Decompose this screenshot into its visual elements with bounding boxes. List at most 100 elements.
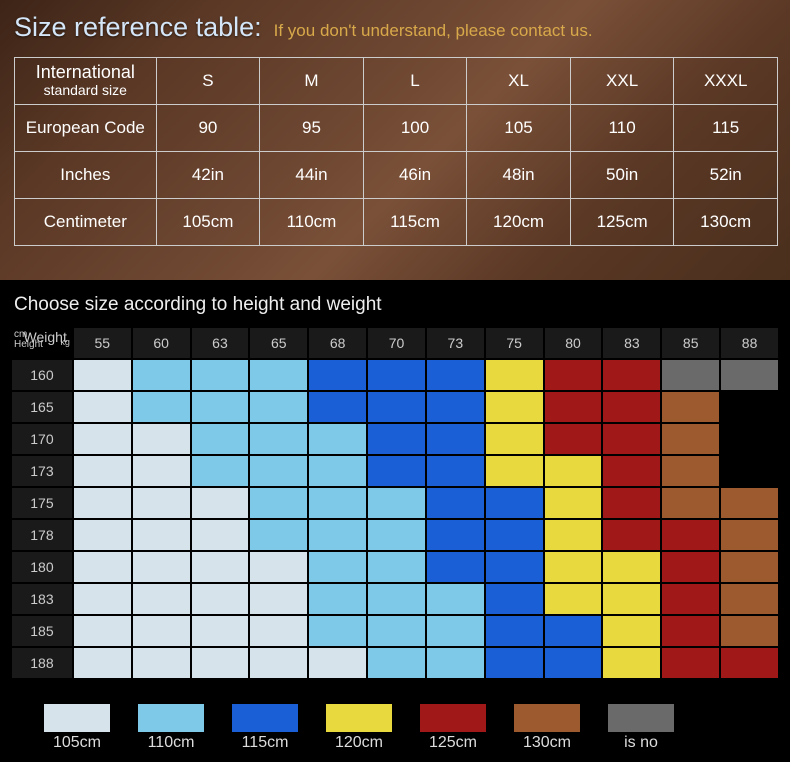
matrix-cell: [368, 648, 425, 678]
matrix-cell: [133, 456, 190, 486]
matrix-cell: [133, 520, 190, 550]
ref-row-header: Internationalstandard size: [15, 58, 157, 105]
legend: 105cm110cm115cm120cm125cm130cmis no: [10, 680, 780, 752]
matrix-cell: [427, 648, 484, 678]
matrix-cell: [250, 552, 307, 582]
matrix-cell: [662, 584, 719, 614]
matrix-cell: [427, 616, 484, 646]
matrix-cell: [662, 392, 719, 422]
corner-cell: cmWeightkgHeight: [12, 328, 72, 358]
matrix-cell: [74, 648, 131, 678]
title-main: Size reference table:: [14, 12, 262, 43]
matrix-cell: [250, 360, 307, 390]
matrix-cell: [250, 392, 307, 422]
height-header: 183: [12, 584, 72, 614]
weight-header: 88: [721, 328, 778, 358]
height-header: 178: [12, 520, 72, 550]
matrix-cell: [603, 456, 660, 486]
ref-cell: 130cm: [674, 199, 778, 246]
ref-cell: S: [156, 58, 260, 105]
matrix-cell: [721, 456, 778, 486]
weight-header: 75: [486, 328, 543, 358]
matrix-cell: [427, 424, 484, 454]
title-sub: If you don't understand, please contact …: [274, 21, 593, 41]
matrix-cell: [603, 648, 660, 678]
intl-sub: standard size: [15, 83, 156, 98]
intl-main: International: [15, 63, 156, 83]
matrix-cell: [368, 488, 425, 518]
matrix-cell: [721, 520, 778, 550]
ref-cell: 52in: [674, 152, 778, 199]
legend-item: 120cm: [326, 704, 392, 752]
matrix-cell: [309, 648, 366, 678]
matrix-cell: [133, 488, 190, 518]
legend-label: is no: [624, 734, 658, 752]
matrix-cell: [309, 456, 366, 486]
matrix-cell: [486, 616, 543, 646]
ref-cell: 110cm: [260, 199, 364, 246]
matrix-cell: [662, 552, 719, 582]
ref-cell: M: [260, 58, 364, 105]
matrix-cell: [662, 520, 719, 550]
matrix-cell: [662, 488, 719, 518]
matrix-cell: [721, 392, 778, 422]
matrix-cell: [133, 584, 190, 614]
height-header: 170: [12, 424, 72, 454]
legend-swatch: [326, 704, 392, 732]
height-header: 185: [12, 616, 72, 646]
height-header: 165: [12, 392, 72, 422]
matrix-cell: [545, 552, 602, 582]
ref-cell: XL: [467, 58, 571, 105]
matrix-cell: [662, 648, 719, 678]
legend-label: 120cm: [335, 734, 383, 752]
ref-cell: XXL: [570, 58, 674, 105]
legend-label: 125cm: [429, 734, 477, 752]
matrix-cell: [603, 584, 660, 614]
matrix-cell: [486, 488, 543, 518]
matrix-cell: [192, 616, 249, 646]
matrix-cell: [486, 648, 543, 678]
matrix-cell: [368, 584, 425, 614]
weight-header: 83: [603, 328, 660, 358]
bottom-section: Choose size according to height and weig…: [0, 280, 790, 762]
ref-cell: 105cm: [156, 199, 260, 246]
matrix-cell: [603, 392, 660, 422]
matrix-cell: [133, 392, 190, 422]
matrix-cell: [486, 456, 543, 486]
ref-cell: 100: [363, 105, 467, 152]
matrix-cell: [662, 360, 719, 390]
ref-cell: 115: [674, 105, 778, 152]
matrix-cell: [250, 520, 307, 550]
ref-row-header: Centimeter: [15, 199, 157, 246]
ref-cell: XXXL: [674, 58, 778, 105]
matrix-cell: [721, 584, 778, 614]
matrix-cell: [721, 648, 778, 678]
matrix-cell: [250, 488, 307, 518]
ref-cell: 115cm: [363, 199, 467, 246]
matrix-cell: [427, 584, 484, 614]
matrix-cell: [486, 552, 543, 582]
matrix-cell: [74, 520, 131, 550]
matrix-cell: [662, 616, 719, 646]
matrix-cell: [427, 456, 484, 486]
matrix-cell: [603, 552, 660, 582]
matrix-cell: [250, 584, 307, 614]
weight-header: 60: [133, 328, 190, 358]
matrix-cell: [603, 616, 660, 646]
weight-header: 55: [74, 328, 131, 358]
matrix-cell: [368, 616, 425, 646]
matrix-cell: [133, 616, 190, 646]
legend-label: 110cm: [148, 734, 195, 752]
ref-cell: 95: [260, 105, 364, 152]
legend-swatch: [232, 704, 298, 732]
matrix-cell: [603, 360, 660, 390]
weight-header: 85: [662, 328, 719, 358]
legend-item: 110cm: [138, 704, 204, 752]
ref-cell: 125cm: [570, 199, 674, 246]
matrix-cell: [486, 520, 543, 550]
matrix-cell: [192, 648, 249, 678]
matrix-cell: [486, 584, 543, 614]
matrix-cell: [486, 424, 543, 454]
ref-cell: 90: [156, 105, 260, 152]
legend-swatch: [420, 704, 486, 732]
